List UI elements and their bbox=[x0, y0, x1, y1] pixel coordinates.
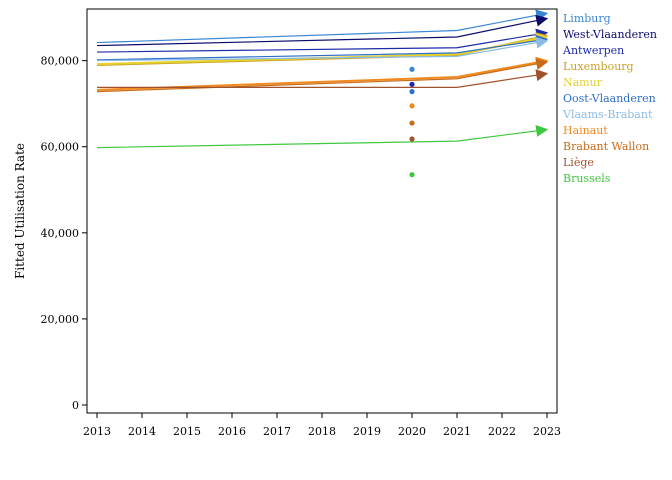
legend-entry: West-Vlaanderen bbox=[563, 28, 657, 41]
legend-entry: Brussels bbox=[563, 172, 611, 185]
series-point-2020-antwerpen bbox=[409, 81, 415, 87]
x-tick-label: 2022 bbox=[488, 425, 516, 438]
series-line-brussels bbox=[96, 124, 549, 149]
series-point-2020-limburg bbox=[409, 66, 415, 72]
series-line-vlaams-brabant bbox=[96, 36, 549, 62]
series-line-limburg bbox=[96, 9, 549, 44]
series-line-oost-vlaanderen bbox=[96, 34, 549, 61]
y-tick-label: 0 bbox=[72, 399, 79, 412]
x-tick-label: 2013 bbox=[83, 425, 111, 438]
legend: Limburg West-Vlaanderen Antwerpen Luxembour… bbox=[562, 12, 657, 185]
legend-entry: Oost-Vlaanderen bbox=[563, 92, 656, 105]
x-tick-label: 2016 bbox=[218, 425, 246, 438]
series-line-namur bbox=[96, 33, 549, 66]
series-point-2020-hainaut bbox=[409, 103, 415, 109]
x-tick-label: 2018 bbox=[308, 425, 336, 438]
y-axis-title: Fitted Utilisation Rate bbox=[13, 143, 27, 279]
y-tick-label: 80,000 bbox=[41, 55, 80, 68]
legend-entry: Namur bbox=[563, 76, 603, 89]
legend-entry: Liège bbox=[563, 156, 594, 169]
legend-entry: Limburg bbox=[563, 12, 611, 25]
x-tick-label: 2023 bbox=[533, 425, 561, 438]
series-line-west-vlaanderen bbox=[96, 14, 549, 47]
x-tick-label: 2019 bbox=[353, 425, 381, 438]
series-point-2020-brabant-wallon bbox=[409, 120, 415, 126]
series-line-antwerpen bbox=[96, 28, 549, 53]
y-tick-label: 40,000 bbox=[41, 227, 80, 240]
legend-entry: Vlaams-Brabant bbox=[562, 108, 653, 121]
y-tick-label: 60,000 bbox=[41, 141, 80, 154]
x-tick-label: 2020 bbox=[398, 425, 426, 438]
series-line-hainaut bbox=[96, 56, 549, 91]
series-point-2020-oost-vlaanderen bbox=[409, 89, 415, 95]
x-axis-ticks: 2013 2014 2015 2016 2017 2018 2019 2020 2021 2022… bbox=[83, 413, 561, 438]
plot-frame bbox=[86, 8, 558, 414]
series-point-2020-li-ge bbox=[409, 136, 415, 142]
series-line-li-ge bbox=[97, 69, 549, 88]
series-points-2020 bbox=[409, 66, 415, 178]
x-tick-label: 2015 bbox=[173, 425, 201, 438]
legend-entry: Hainaut bbox=[563, 124, 608, 137]
legend-entry: Antwerpen bbox=[562, 44, 624, 57]
series-lines bbox=[96, 9, 549, 149]
series-point-2020-brussels bbox=[409, 172, 415, 178]
plot-area bbox=[86, 8, 558, 414]
x-tick-label: 2014 bbox=[128, 425, 156, 438]
y-tick-label: 20,000 bbox=[41, 313, 80, 326]
x-tick-label: 2021 bbox=[443, 425, 471, 438]
legend-entry: Luxembourg bbox=[563, 60, 634, 73]
x-tick-label: 2017 bbox=[263, 425, 291, 438]
y-axis-ticks: 0 20,000 40,000 60,000 80,000 bbox=[41, 55, 87, 412]
legend-entry: Brabant Wallon bbox=[563, 140, 649, 153]
